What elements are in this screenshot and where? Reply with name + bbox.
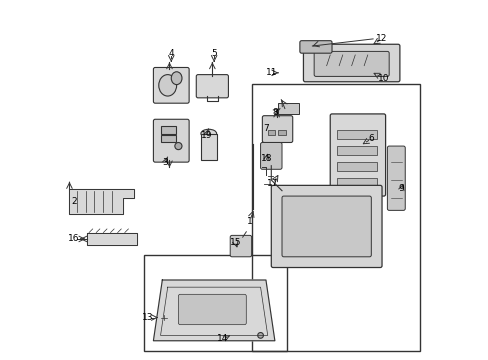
Text: 8: 8 [271, 108, 277, 117]
Ellipse shape [160, 313, 168, 322]
Text: 6: 6 [367, 134, 373, 143]
Bar [201, 134, 216, 160]
Text: 4: 4 [168, 49, 174, 58]
FancyBboxPatch shape [282, 196, 370, 257]
Ellipse shape [201, 129, 216, 138]
Text: 19: 19 [201, 131, 212, 140]
Bar [161, 126, 175, 134]
Polygon shape [87, 233, 137, 246]
Bar [337, 178, 376, 187]
FancyBboxPatch shape [313, 51, 388, 76]
Text: 18: 18 [261, 154, 272, 163]
FancyBboxPatch shape [329, 114, 385, 196]
FancyBboxPatch shape [153, 67, 189, 103]
Ellipse shape [159, 75, 176, 96]
FancyBboxPatch shape [196, 75, 228, 98]
Text: 15: 15 [229, 238, 241, 247]
Bar [251, 84, 419, 351]
Ellipse shape [175, 143, 182, 150]
Text: 17: 17 [267, 179, 278, 188]
Text: 10: 10 [377, 74, 389, 83]
FancyBboxPatch shape [299, 41, 331, 53]
Bar [337, 162, 376, 171]
Text: 1: 1 [246, 217, 252, 226]
Bar [278, 130, 285, 135]
Bar [161, 135, 175, 143]
Text: 11: 11 [265, 68, 277, 77]
FancyBboxPatch shape [262, 116, 292, 143]
Bar [277, 103, 299, 114]
FancyBboxPatch shape [386, 146, 405, 210]
Bar [337, 146, 376, 155]
Text: 5: 5 [211, 49, 217, 58]
Text: 16: 16 [68, 234, 80, 243]
Ellipse shape [171, 72, 182, 85]
FancyBboxPatch shape [260, 143, 282, 169]
Text: 13: 13 [142, 313, 154, 322]
Text: 3: 3 [162, 158, 168, 167]
Bar [337, 130, 376, 139]
Text: 2: 2 [71, 197, 77, 206]
Text: 9: 9 [398, 184, 404, 193]
Text: 12: 12 [376, 35, 387, 44]
Polygon shape [69, 189, 134, 214]
FancyBboxPatch shape [230, 235, 251, 257]
FancyBboxPatch shape [303, 44, 399, 82]
Ellipse shape [257, 333, 263, 338]
Text: 7: 7 [263, 124, 268, 133]
Bar [144, 255, 287, 351]
Bar [267, 130, 274, 135]
FancyBboxPatch shape [178, 294, 246, 325]
Polygon shape [153, 280, 274, 341]
FancyBboxPatch shape [271, 185, 381, 267]
Text: 14: 14 [217, 334, 228, 343]
FancyBboxPatch shape [153, 119, 189, 162]
